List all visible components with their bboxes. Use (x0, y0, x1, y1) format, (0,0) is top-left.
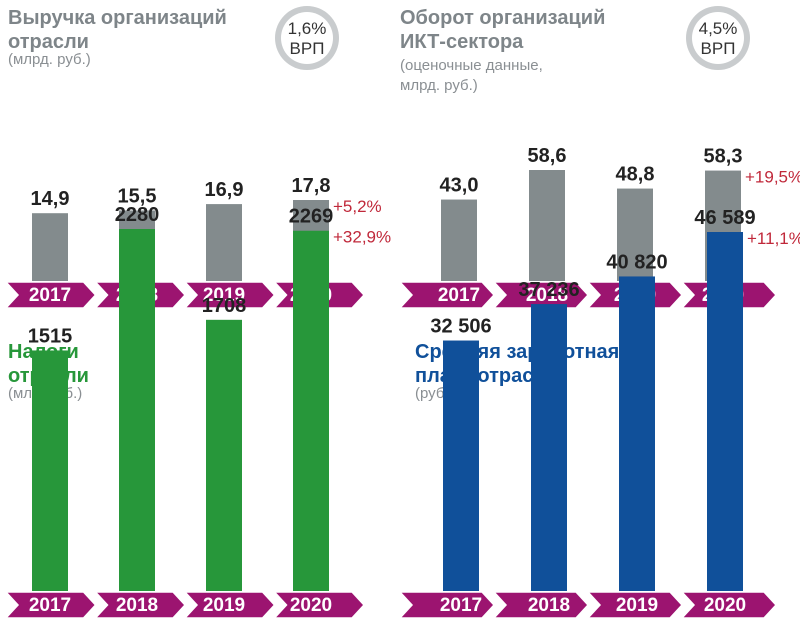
year-label: 2018 (528, 595, 570, 616)
bar (443, 340, 479, 591)
year-label: 2020 (290, 595, 332, 616)
data-label: 15,5 (118, 185, 157, 207)
change-label: +5,2% (333, 197, 382, 216)
data-label: 17,8 (292, 175, 331, 197)
year-band: 2017 2018 2019 2020 (4, 591, 366, 619)
data-label: 2280 (115, 204, 160, 226)
bar (707, 232, 743, 591)
change-label: +32,9% (333, 228, 391, 247)
data-label: 16,9 (205, 179, 244, 201)
year-label: 2017 (29, 595, 71, 616)
year-segment (183, 281, 276, 309)
data-label: 32 506 (430, 316, 491, 338)
bar (32, 350, 68, 591)
year-segment (183, 591, 276, 619)
data-label: 58,6 (528, 145, 567, 167)
chart-panel-3: Налогиотрасли(млн. руб.)2017201820192020… (4, 204, 391, 619)
year-segment (492, 281, 590, 309)
badge-share: 4,5% (699, 19, 738, 38)
data-label: 1515 (28, 325, 73, 347)
badge-face (281, 12, 333, 64)
data-label: 40 820 (606, 251, 667, 273)
year-label: 2017 (29, 285, 71, 306)
data-label: 58,3 (704, 146, 743, 168)
chart-subtitle: (млрд. руб.) (8, 51, 91, 68)
year-band: 2017 2018 2019 2020 (398, 591, 778, 619)
year-label: 2019 (203, 285, 245, 306)
badge-label: ВРП (701, 39, 736, 58)
bar (441, 199, 477, 281)
bar (119, 229, 155, 591)
bar (32, 213, 68, 281)
bar (619, 276, 655, 591)
change-label: +19,5% (745, 168, 800, 187)
year-label: 2020 (704, 595, 746, 616)
year-segment (4, 591, 97, 619)
vrp-badge: 4,5%ВРП (686, 6, 750, 70)
year-label: 2018 (116, 595, 158, 616)
bar (529, 170, 565, 281)
year-segment (398, 591, 496, 619)
bar (617, 188, 653, 281)
chart-title: Выручка организаций отрасли (8, 7, 227, 53)
year-segment (93, 591, 187, 619)
year-segment (586, 591, 684, 619)
year-label: 2017 (438, 285, 480, 306)
year-label: 2019 (616, 595, 658, 616)
badge-label: ВРП (290, 39, 325, 58)
bar (206, 319, 242, 591)
data-label: 46 589 (694, 207, 755, 229)
chart-title: Оборот организаций ИКТ-сектора (400, 7, 605, 53)
change-label: +11,1% (747, 229, 800, 248)
data-label: 43,0 (440, 175, 479, 197)
data-label: 1708 (202, 295, 247, 317)
year-segment (680, 591, 778, 619)
chart-subtitle: (оценочные данные, (400, 57, 543, 74)
bar (531, 304, 567, 591)
chart-subtitle: млрд. руб.) (400, 77, 478, 94)
data-label: 2269 (289, 206, 334, 228)
year-label: 2019 (203, 595, 245, 616)
data-label: 37 236 (518, 279, 579, 301)
year-segment (272, 591, 366, 619)
year-segment (398, 281, 496, 309)
bar (293, 230, 329, 591)
vrp-badge: 1,6%ВРП (275, 6, 339, 70)
year-label: 2018 (526, 285, 568, 306)
chart-panel-4: Средняя заработная плата отрасли(руб.)201… (398, 207, 800, 619)
year-segment (492, 591, 590, 619)
year-label: 2017 (440, 595, 482, 616)
year-segment (4, 281, 97, 309)
data-label: 48,8 (616, 164, 655, 186)
bar (206, 204, 242, 281)
badge-share: 1,6% (288, 19, 327, 38)
data-label: 14,9 (31, 188, 70, 210)
badge-face (692, 12, 744, 64)
